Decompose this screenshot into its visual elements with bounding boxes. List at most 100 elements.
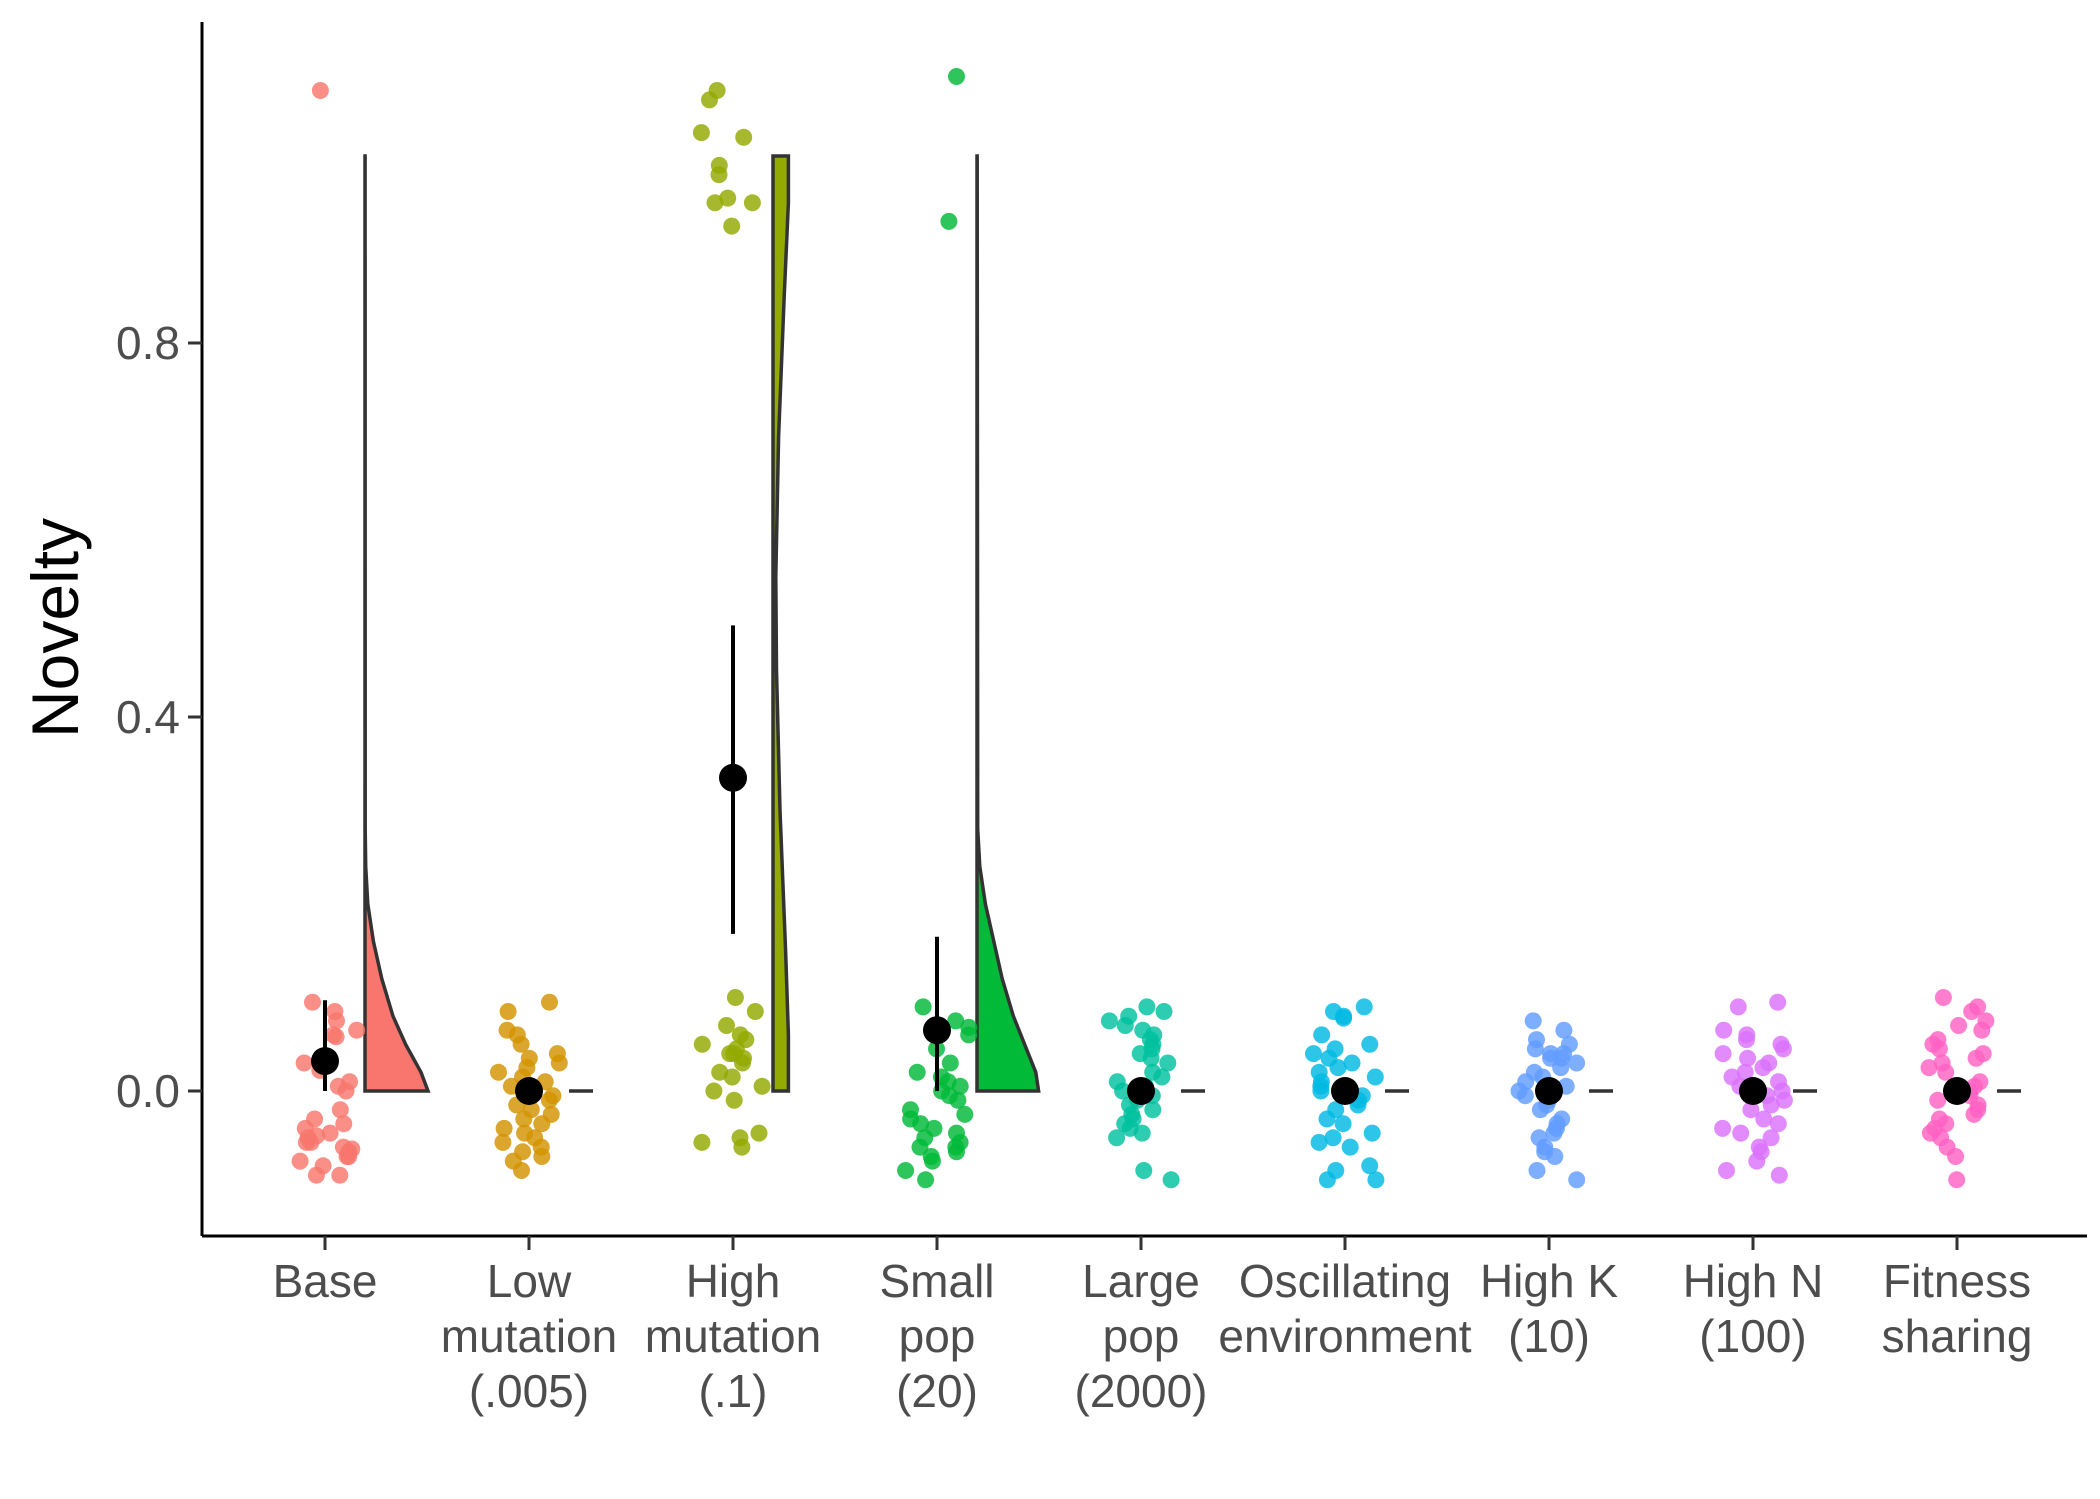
cat-1-density-cloud: [363, 154, 431, 1093]
cat-8-point: [1729, 998, 1747, 1016]
cat-6-point: [1361, 1035, 1379, 1053]
mean-ci-markers: [311, 625, 1971, 1105]
cat-3-point: [733, 1138, 751, 1156]
cat-1-point: [348, 1021, 366, 1039]
cat-3-point: [693, 1133, 711, 1151]
cat-6-point: [1305, 1045, 1322, 1063]
cat-8-mean-point: [1739, 1077, 1767, 1105]
cat-9-point: [1947, 1148, 1965, 1165]
cat-3-point: [726, 989, 744, 1006]
cat-7-point: [1516, 1087, 1534, 1105]
cat-4-point: [947, 1012, 965, 1030]
cat-5-point: [1138, 998, 1156, 1016]
x-ticks: Base Low mutation (.005)High mutation (.1) Sma…: [273, 1236, 2033, 1417]
cat-1-point: [328, 1012, 345, 1030]
cat-7-point: [1526, 1040, 1544, 1058]
cat-7-point: [1524, 1012, 1542, 1030]
cat-1-point: [304, 993, 321, 1011]
cat-8-x-tick-label: High N (100): [1683, 1255, 1824, 1362]
cat-8-point: [1775, 1091, 1793, 1109]
cat-1-point: [308, 1127, 326, 1145]
cat-4-point: [924, 1152, 941, 1170]
cat-2-point: [512, 1035, 530, 1053]
cat-1-point: [340, 1148, 358, 1165]
cat-2-point: [540, 1091, 558, 1109]
cat-4-point: [947, 1138, 965, 1156]
cat-7-point: [1552, 1059, 1570, 1077]
cat-6-point: [1334, 1115, 1352, 1133]
cat-5-point: [1135, 1162, 1153, 1179]
cat-3-point: [692, 124, 710, 142]
cat-2-point: [515, 1110, 533, 1128]
cat-3-point: [693, 1035, 711, 1053]
cat-8-point: [1770, 1166, 1788, 1184]
cat-4-point: [948, 68, 965, 85]
cat-8-point: [1769, 993, 1787, 1011]
cat-6-point: [1335, 1009, 1353, 1027]
cat-1-point: [295, 1054, 313, 1072]
cat-5-x-tick-label: Large pop (2000): [1075, 1255, 1208, 1417]
cat-3-point: [753, 1077, 771, 1095]
cat-1-x-tick-label: Base: [273, 1255, 378, 1307]
y-axis-title: Novelty: [18, 518, 92, 738]
axes: [200, 22, 2087, 1238]
cat-3-point: [743, 194, 761, 212]
cat-9-x-tick-label: Fitness sharing: [1882, 1255, 2033, 1362]
cat-8-point: [1755, 1110, 1773, 1128]
y-tick-label-1: 0.4: [116, 691, 180, 743]
cat-5-point: [1116, 1017, 1134, 1034]
cat-7-point: [1555, 1021, 1573, 1039]
cat-9-point: [1973, 1021, 1991, 1039]
cat-9-point: [1948, 1171, 1966, 1189]
cat-8-point: [1732, 1124, 1750, 1142]
cat-1-point: [327, 1028, 345, 1046]
cat-7-mean-point: [1535, 1077, 1563, 1105]
cat-9-point: [1934, 989, 1952, 1006]
cat-6-point: [1366, 1068, 1384, 1086]
cat-3-point: [723, 217, 741, 235]
cat-1-point: [307, 1166, 325, 1184]
cat-9-point: [1965, 1105, 1983, 1123]
cat-9-point: [1963, 1003, 1981, 1020]
cat-6-point: [1318, 1171, 1336, 1189]
cat-3-point: [746, 1003, 764, 1020]
cat-2-point: [490, 1063, 507, 1081]
y-tick-label-0: 0.0: [116, 1065, 180, 1117]
cat-5-point: [1100, 1012, 1118, 1030]
cat-3-point: [701, 91, 718, 109]
cat-1-point: [331, 1101, 349, 1119]
cat-1-point: [335, 1115, 353, 1133]
cat-3-point: [723, 1068, 741, 1086]
cat-6-point: [1320, 1049, 1338, 1067]
cat-1-point: [331, 1166, 349, 1184]
cat-2-point: [533, 1115, 551, 1133]
cat-9-point: [1929, 1091, 1947, 1109]
cat-3-density-cloud: [771, 154, 791, 1093]
cat-4-point: [917, 1171, 935, 1189]
cat-2-point: [513, 1162, 530, 1179]
cat-4-point: [956, 1105, 974, 1123]
cat-6-point: [1367, 1171, 1385, 1189]
cat-7-point: [1568, 1054, 1586, 1072]
cat-3-point: [705, 1082, 723, 1100]
cat-2-x-tick-label: Low mutation (.005): [441, 1255, 617, 1417]
cat-7-point: [1547, 1119, 1565, 1137]
cat-4-point: [941, 1054, 959, 1072]
cat-3-mean-point: [719, 763, 747, 792]
cat-1-point: [311, 82, 329, 99]
cat-3-point: [718, 1017, 735, 1034]
cat-6-point: [1343, 1054, 1361, 1072]
cat-6-point: [1363, 1124, 1381, 1142]
cat-2-point: [495, 1119, 513, 1137]
y-ticks: 0.0 0.4 0.8: [116, 317, 202, 1117]
cat-5-point: [1155, 1003, 1173, 1020]
cat-8-point: [1762, 1096, 1780, 1114]
cat-9-point: [1937, 1063, 1955, 1081]
cat-6-mean-point: [1331, 1077, 1359, 1105]
cat-4-mean-point: [923, 1016, 951, 1045]
cat-2-point: [494, 1133, 512, 1151]
cat-5-point: [1142, 1049, 1160, 1067]
cat-8-point: [1738, 1031, 1755, 1049]
cat-6-point: [1355, 998, 1373, 1016]
cat-9-point: [1937, 1115, 1955, 1133]
